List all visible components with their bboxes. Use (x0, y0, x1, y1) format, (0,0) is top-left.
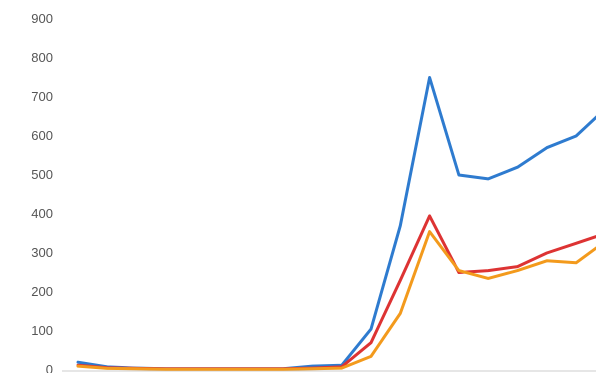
y-tick-label: 300 (31, 245, 53, 260)
y-tick-label: 100 (31, 323, 53, 338)
y-tick-label: 800 (31, 50, 53, 65)
y-tick-label: 600 (31, 128, 53, 143)
series-line-3 (76, 230, 596, 371)
y-tick-label: 400 (31, 206, 53, 221)
y-tick-label: 500 (31, 167, 53, 182)
series-layer (76, 76, 596, 371)
y-axis: 0 100 200 300 400 500 600 700 800 900 (31, 11, 53, 373)
y-tick-label: 0 (46, 362, 53, 373)
series-line-1 (76, 76, 596, 371)
y-tick-label: 900 (31, 11, 53, 26)
y-tick-label: 200 (31, 284, 53, 299)
series-line-2 (76, 214, 596, 371)
y-tick-label: 700 (31, 89, 53, 104)
